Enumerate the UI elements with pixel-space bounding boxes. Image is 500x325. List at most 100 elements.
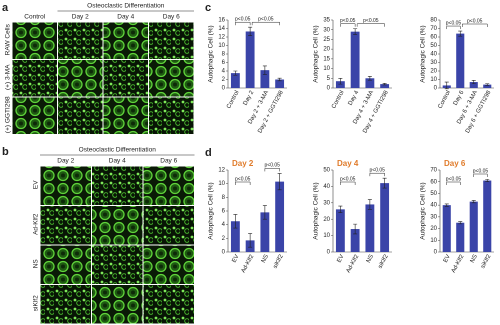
y-tick-label: 50: [430, 191, 437, 197]
bar: [456, 222, 465, 252]
micrograph: [40, 166, 91, 205]
micrograph: [92, 285, 143, 324]
y-tick-label: 60: [430, 179, 437, 185]
panel-header: Osteoclastic Differentiation: [79, 147, 157, 154]
significance-bracket: [251, 21, 280, 26]
micrograph: [143, 245, 194, 284]
error-bar: [382, 83, 387, 86]
x-tick-label: EV: [336, 254, 345, 264]
y-axis-label: Autophagic Cell (%): [313, 25, 320, 82]
error-bar: [338, 205, 343, 213]
y-axis-label: Autophagic Cell (%): [208, 25, 215, 82]
y-tick-label: 15: [323, 56, 330, 62]
y-tick-label: 60: [430, 35, 437, 41]
x-tick-label: Ad-Klf2: [346, 253, 361, 274]
bar: [483, 84, 492, 88]
significance-label: p<0.05: [370, 168, 386, 174]
micrograph: [58, 97, 103, 134]
significance-label: p<0.05: [473, 168, 489, 174]
micrograph: [143, 166, 194, 205]
x-tick-label: siKlf2: [480, 253, 492, 269]
row-label: NS: [33, 259, 40, 269]
y-tick-label: 8: [222, 52, 226, 58]
error-bar: [444, 203, 449, 207]
bar: [380, 84, 390, 88]
significance-bracket: [446, 181, 461, 185]
micrograph: [143, 285, 194, 324]
error-bar: [458, 221, 463, 225]
row-label: (+) 3-MA: [5, 64, 12, 90]
y-tick-label: 10: [430, 77, 437, 83]
y-tick-label: 70: [430, 26, 437, 32]
significance-label: p<0.05: [235, 176, 251, 182]
chart-title: Day 2: [232, 159, 254, 168]
bar: [483, 180, 492, 252]
y-tick-label: 10: [218, 181, 225, 187]
error-bar: [353, 28, 358, 35]
error-bar: [262, 205, 267, 220]
y-tick-label: 30: [430, 60, 437, 66]
bar: [365, 204, 375, 252]
x-tick-label: NS: [261, 254, 270, 264]
micrograph: [40, 206, 91, 245]
y-tick-label: 20: [430, 226, 437, 232]
significance-label: p<0.05: [235, 17, 251, 23]
significance-label: p<0.05: [446, 176, 462, 182]
row-label: EV: [33, 180, 40, 189]
y-tick-label: 12: [218, 35, 225, 41]
y-tick-label: 40: [430, 203, 437, 209]
y-tick-label: 8: [222, 195, 226, 201]
y-tick-label: 4: [222, 222, 226, 228]
error-bar: [458, 30, 463, 37]
error-bar: [262, 65, 267, 75]
y-tick-label: 16: [218, 18, 225, 24]
bar: [260, 212, 270, 252]
error-bar: [248, 26, 253, 37]
error-bar: [367, 76, 372, 81]
micrograph: [58, 60, 103, 97]
significance-bracket: [340, 181, 356, 185]
x-tick-label: Ad-Klf2: [241, 253, 256, 274]
row-label: RAW Cells: [5, 23, 12, 55]
bar: [260, 70, 270, 88]
bar: [365, 78, 375, 88]
error-bar: [485, 179, 490, 183]
panel-label: a: [2, 2, 9, 14]
bar: [350, 229, 360, 252]
column-label: Day 4: [109, 158, 126, 165]
significance-label: p<0.05: [340, 176, 356, 182]
significance-bracket: [235, 21, 251, 26]
x-tick-label: siKlf2: [273, 253, 285, 269]
panel-header: Osteoclastic Differentiation: [87, 3, 165, 10]
x-tick-label: NS: [366, 254, 375, 264]
row-label: (+) GGTI298: [5, 96, 12, 133]
y-tick-label: 30: [323, 200, 330, 206]
error-bar: [444, 81, 449, 90]
bar: [275, 181, 285, 252]
y-axis-label: Autophagic Cell (%): [313, 182, 320, 239]
significance-label: p<0.05: [265, 163, 281, 169]
y-tick-label: 0: [327, 86, 331, 92]
micrograph: [92, 245, 143, 284]
y-tick-label: 10: [323, 66, 330, 72]
bar: [335, 209, 345, 252]
error-bar: [277, 173, 282, 191]
y-axis-label: Autophagic Cell (%): [208, 182, 215, 239]
y-tick-label: 0: [434, 250, 438, 256]
x-tick-label: EV: [443, 254, 452, 264]
significance-bracket: [462, 23, 488, 27]
y-tick-label: 30: [323, 27, 330, 33]
error-bar: [248, 233, 253, 248]
column-label: Control: [24, 14, 46, 21]
row-label: siKlf2: [33, 295, 40, 311]
significance-bracket: [446, 25, 461, 30]
bar: [245, 31, 255, 89]
column-label: Day 6: [163, 14, 180, 21]
x-tick-label: Control: [226, 90, 240, 110]
x-tick-label: siKlf2: [378, 253, 390, 269]
micrograph: [92, 206, 143, 245]
y-tick-label: 30: [430, 214, 437, 220]
y-tick-label: 12: [218, 168, 225, 174]
bar: [442, 205, 451, 252]
